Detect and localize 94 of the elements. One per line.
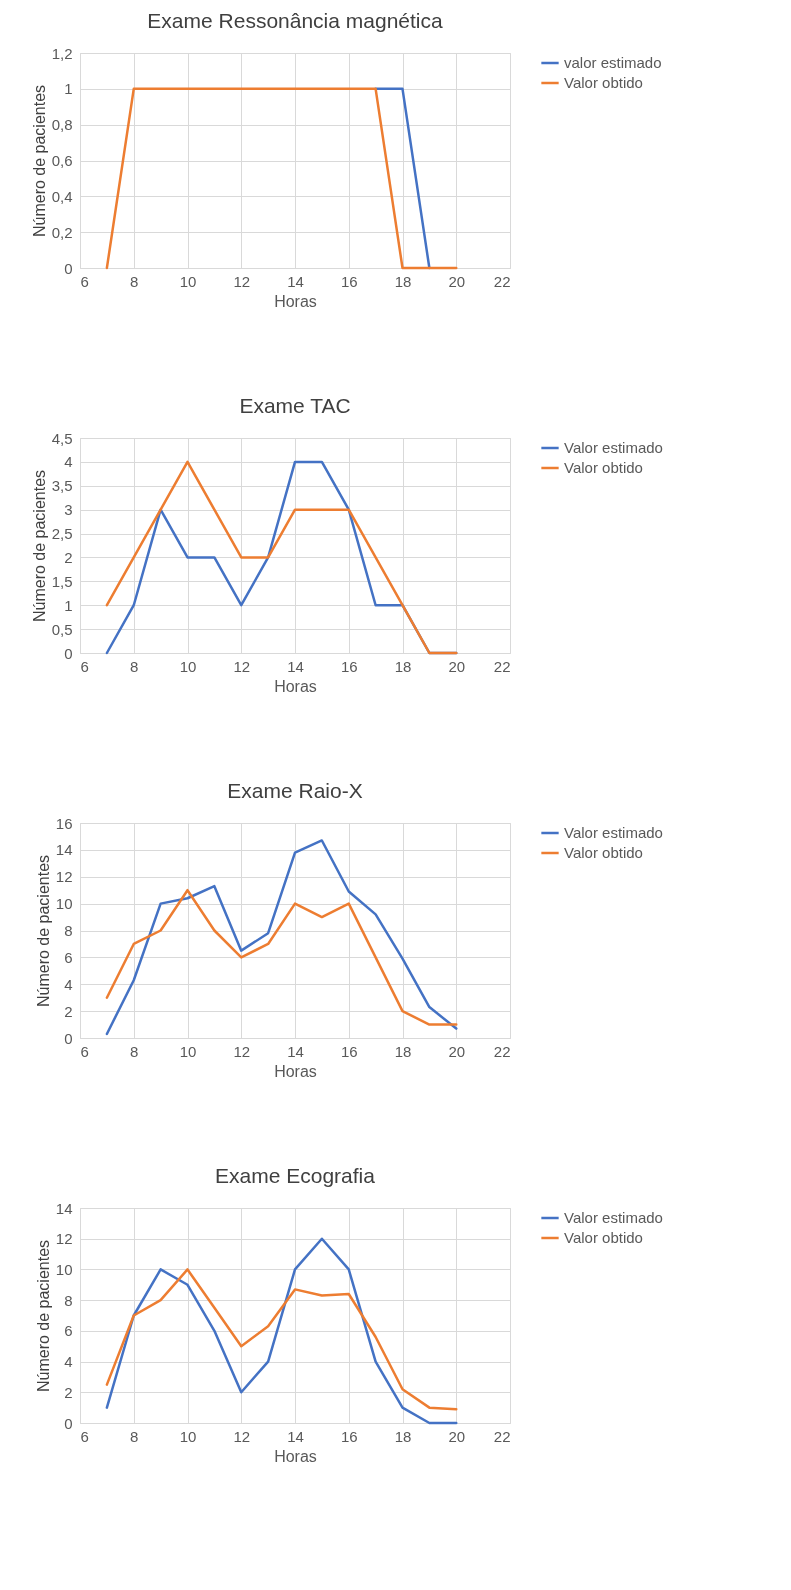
y-tick-label: 4 <box>64 453 73 471</box>
x-tick-label: 14 <box>287 272 304 290</box>
y-tick-label: 4,5 <box>51 429 73 447</box>
chart-title: Exame Ressonância magnética <box>147 9 443 32</box>
x-tick-label: 16 <box>340 1042 358 1060</box>
y-tick-label: 0,5 <box>51 620 73 638</box>
y-tick-label: 1,5 <box>51 572 73 590</box>
x-tick-label: 20 <box>448 657 466 675</box>
chart-title: Exame TAC <box>239 394 351 417</box>
y-tick-label: 0 <box>64 1414 73 1432</box>
legend-label: Valor estimado <box>564 824 663 841</box>
x-tick-label: 18 <box>394 1042 412 1060</box>
y-tick-label: 0 <box>64 644 73 662</box>
y-tick-label: 14 <box>55 841 73 859</box>
x-tick-label: 14 <box>287 1427 304 1445</box>
x-tick-label: 22 <box>493 272 511 290</box>
x-tick-label: 16 <box>340 272 358 290</box>
x-tick-label: 18 <box>394 657 412 675</box>
line-series <box>105 1268 458 1411</box>
line-series <box>105 1237 458 1425</box>
x-axis-title: Horas <box>274 292 317 310</box>
legend-label: Valor obtido <box>564 459 643 476</box>
y-tick-label: 2 <box>64 548 73 566</box>
x-tick-label: 14 <box>287 1042 304 1060</box>
y-tick-label: 0 <box>64 259 73 277</box>
legend-label: Valor obtido <box>564 844 643 861</box>
x-tick-label: 6 <box>80 1427 89 1445</box>
y-tick-label: 8 <box>64 1291 73 1309</box>
y-tick-label: 10 <box>55 895 73 913</box>
y-tick-label: 2 <box>64 1383 73 1401</box>
line-series <box>105 888 458 1026</box>
y-axis-title: Número de pacientes <box>34 1239 52 1393</box>
y-tick-label: 3 <box>64 501 73 519</box>
x-tick-label: 20 <box>448 1427 466 1445</box>
x-tick-label: 6 <box>80 1042 89 1060</box>
y-tick-label: 1,2 <box>51 44 73 62</box>
x-tick-label: 10 <box>179 1042 197 1060</box>
y-axis-title: Número de pacientes <box>30 84 48 238</box>
y-tick-label: 0,2 <box>51 223 73 241</box>
y-tick-label: 4 <box>64 975 73 993</box>
x-tick-label: 12 <box>233 1042 251 1060</box>
legend-label: Valor estimado <box>564 1209 663 1226</box>
x-tick-label: 22 <box>493 657 511 675</box>
y-tick-label: 0,6 <box>51 152 73 169</box>
y-tick-label: 2 <box>64 1002 73 1020</box>
x-tick-label: 10 <box>179 272 197 290</box>
y-tick-label: 0,8 <box>51 116 73 134</box>
y-tick-label: 8 <box>64 922 73 939</box>
y-tick-label: 10 <box>55 1260 73 1278</box>
x-axis-title: Horas <box>274 1062 317 1080</box>
y-tick-label: 12 <box>55 1230 73 1248</box>
x-tick-label: 12 <box>233 272 251 290</box>
y-tick-label: 12 <box>55 868 73 886</box>
x-tick-label: 6 <box>80 657 89 675</box>
y-tick-label: 1 <box>64 80 73 98</box>
y-tick-label: 6 <box>64 1322 73 1340</box>
y-tick-label: 1 <box>64 596 73 614</box>
y-tick-label: 6 <box>64 948 73 966</box>
legend-label: Valor obtido <box>564 1229 643 1246</box>
legend-label: Valor obtido <box>564 74 643 91</box>
x-tick-label: 20 <box>448 272 466 290</box>
x-tick-label: 22 <box>493 1427 511 1445</box>
chart-title: Exame Raio-X <box>227 779 363 802</box>
x-tick-label: 12 <box>233 1427 251 1445</box>
chart-title: Exame Ecografia <box>215 1164 376 1187</box>
y-tick-label: 0,4 <box>51 187 73 205</box>
y-tick-label: 2,5 <box>51 525 73 543</box>
x-tick-label: 18 <box>394 1427 412 1445</box>
y-axis-title: Número de pacientes <box>34 854 52 1008</box>
x-tick-label: 8 <box>130 272 139 290</box>
x-tick-label: 10 <box>179 657 197 675</box>
x-tick-label: 14 <box>287 657 304 675</box>
x-tick-label: 8 <box>130 1042 139 1060</box>
x-tick-label: 8 <box>130 1427 139 1445</box>
x-tick-label: 20 <box>448 1042 466 1060</box>
x-tick-label: 6 <box>80 272 89 290</box>
x-tick-label: 16 <box>340 657 358 675</box>
y-tick-label: 4 <box>64 1353 73 1371</box>
y-tick-label: 14 <box>55 1199 73 1217</box>
x-axis-title: Horas <box>274 677 317 695</box>
x-tick-label: 12 <box>233 657 251 675</box>
x-tick-label: 16 <box>340 1427 358 1445</box>
y-axis-title: Número de pacientes <box>30 469 48 623</box>
y-tick-label: 3,5 <box>51 477 73 495</box>
x-tick-label: 18 <box>394 272 412 290</box>
x-tick-label: 8 <box>130 657 139 675</box>
legend-label: Valor estimado <box>564 439 663 456</box>
y-tick-label: 16 <box>55 814 73 832</box>
x-axis-title: Horas <box>274 1447 317 1465</box>
x-tick-label: 10 <box>179 1427 197 1445</box>
line-series <box>105 839 458 1036</box>
x-tick-label: 22 <box>493 1042 511 1060</box>
legend-label: valor estimado <box>564 54 662 71</box>
y-tick-label: 0 <box>64 1029 73 1047</box>
